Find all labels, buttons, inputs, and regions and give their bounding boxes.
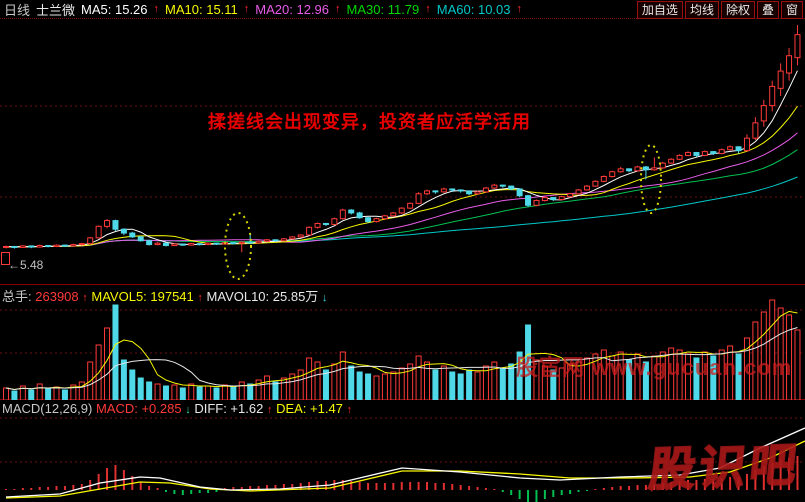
ma20-up-arrow-icon: ↑	[335, 3, 341, 15]
volume-header: 总手: 263908 ↑ MAVOL5: 197541 ↑ MAVOL10: 2…	[2, 286, 327, 305]
ma10-up-arrow-icon: ↑	[243, 3, 250, 15]
toolbar: 加自选 均线 除权 叠 窗	[636, 1, 803, 19]
ma30-up-arrow-icon: ↑	[425, 3, 431, 15]
volume-up-arrow-icon: ↑	[82, 292, 88, 304]
volume-label: 总手:	[2, 289, 32, 304]
ma60-up-arrow-icon: ↑	[516, 3, 523, 15]
diff-up-arrow-icon: ↑	[266, 404, 273, 416]
ma60-readout: MA60: 10.03	[436, 1, 511, 17]
ex-rights-button[interactable]: 除权	[720, 1, 755, 19]
site-watermark: 股宦网 www.gucuan.com	[516, 355, 793, 380]
ma30-readout: MA30: 11.79	[346, 1, 420, 17]
diff-value: DIFF: +1.62	[194, 401, 264, 416]
annotation-text: 揉搓线会出现变异，投资者应活学活用	[208, 112, 531, 132]
overlay-button[interactable]: 叠	[756, 1, 779, 19]
window-button[interactable]: 窗	[780, 1, 803, 19]
ma20-readout: MA20: 12.96	[255, 1, 330, 17]
mavol5-up-arrow-icon: ↑	[197, 292, 203, 304]
macd-indicator-name: MACD(12,26,9)	[2, 401, 93, 416]
add-watchlist-button[interactable]: 加自选	[636, 1, 683, 19]
candlestick-pane[interactable]: 揉搓线会出现变异，投资者应活学活用 ←5.48	[0, 20, 805, 285]
volume-value: 263908	[35, 289, 79, 304]
mavol5-readout: MAVOL5: 197541	[91, 289, 194, 304]
macd-pane[interactable]: MACD(12,26,9) MACD: +0.285 ↓ DIFF: +1.62…	[0, 401, 805, 502]
macd-chart[interactable]	[0, 401, 805, 502]
low-price-label: ←5.48	[8, 258, 44, 272]
mavol10-readout: MAVOL10: 25.85万	[206, 289, 319, 304]
ma-settings-button[interactable]: 均线	[684, 1, 719, 19]
macd-value: MACD: +0.285	[95, 401, 182, 416]
volume-pane[interactable]: 总手: 263908 ↑ MAVOL5: 197541 ↑ MAVOL10: 2…	[0, 286, 805, 400]
mavol10-down-arrow-icon: ↓	[321, 292, 328, 304]
macd-header: MACD(12,26,9) MACD: +0.285 ↓ DIFF: +1.62…	[2, 401, 352, 416]
low-price-marker-box	[1, 252, 10, 265]
macd-down-arrow-icon: ↓	[185, 404, 191, 416]
period-label[interactable]: 日线	[4, 2, 31, 18]
ma10-readout: MA10: 15.11	[165, 1, 238, 17]
ma5-readout: MA5: 15.26	[81, 1, 148, 17]
dea-up-arrow-icon: ↑	[346, 404, 353, 416]
stock-name: 士兰微	[36, 2, 76, 18]
corner-watermark: 股识吧	[646, 437, 804, 496]
volume-chart[interactable]	[0, 286, 805, 400]
chart-header: 日线 士兰微 MA5: 15.26 ↑ MA10: 15.11 ↑ MA20: 12…	[0, 0, 805, 19]
dea-value: DEA: +1.47	[276, 401, 343, 416]
ma5-up-arrow-icon: ↑	[153, 3, 160, 15]
candlestick-chart[interactable]	[0, 20, 805, 284]
